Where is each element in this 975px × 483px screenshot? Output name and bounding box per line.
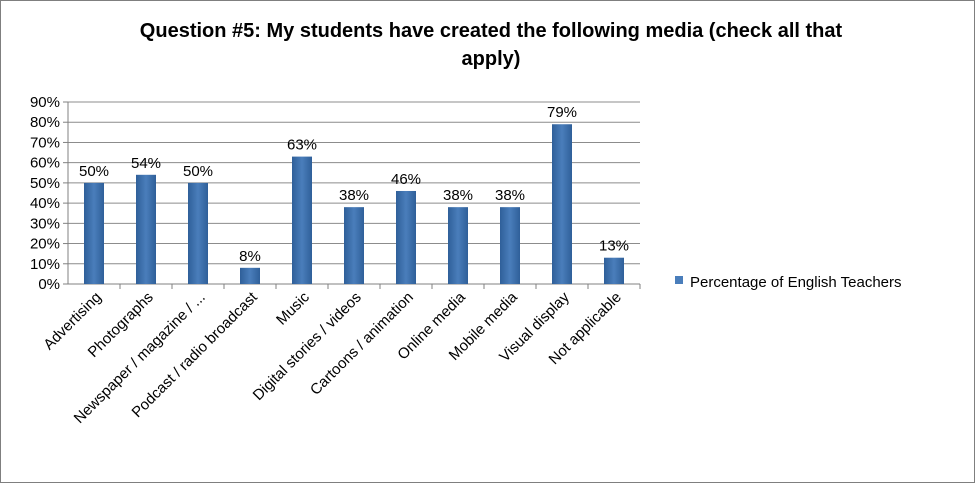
- y-tick-label: 60%: [30, 155, 60, 172]
- y-tick-label: 70%: [30, 134, 60, 151]
- data-label: 46%: [391, 171, 421, 188]
- axes: 0% 10% 20% 30% 40% 50% 60% 70% 80% 90%: [30, 94, 641, 293]
- bar: [292, 156, 312, 284]
- data-label: 38%: [339, 187, 369, 204]
- bar: [84, 182, 104, 284]
- bar: [396, 190, 416, 284]
- bar: [500, 207, 520, 284]
- legend-swatch: [675, 276, 683, 284]
- legend-label: Percentage of English Teachers: [690, 274, 902, 291]
- y-tick-label: 40%: [30, 195, 60, 212]
- legend: Percentage of English Teachers: [675, 274, 902, 291]
- data-label: 63%: [287, 137, 317, 154]
- bar: [448, 207, 468, 284]
- bars: [84, 124, 624, 284]
- data-label: 8%: [239, 248, 261, 265]
- data-label: 38%: [495, 187, 525, 204]
- data-label: 50%: [183, 163, 213, 180]
- data-label: 50%: [79, 163, 109, 180]
- data-label: 79%: [547, 104, 577, 121]
- bar: [136, 174, 156, 284]
- bar: [344, 207, 364, 284]
- y-tick-label: 20%: [30, 236, 60, 253]
- bar: [604, 257, 624, 284]
- bar: [552, 124, 572, 284]
- y-tick-label: 0%: [38, 276, 60, 293]
- bar: [240, 267, 260, 284]
- data-label: 38%: [443, 187, 473, 204]
- y-tick-label: 80%: [30, 114, 60, 131]
- data-label: 13%: [599, 238, 629, 255]
- y-tick-label: 10%: [30, 256, 60, 273]
- data-labels: 50% 54% 50% 8% 63% 38% 46% 38% 38% 79% 13%: [79, 104, 629, 265]
- y-tick-label: 50%: [30, 175, 60, 192]
- category-label: Cartoons / animation: [307, 289, 417, 399]
- category-label: Music: [273, 288, 313, 328]
- y-tick-label: 30%: [30, 215, 60, 232]
- y-tick-label: 90%: [30, 94, 60, 111]
- bar: [188, 182, 208, 284]
- chart-title: Question #5: My students have created th…: [139, 20, 843, 70]
- data-label: 54%: [131, 155, 161, 172]
